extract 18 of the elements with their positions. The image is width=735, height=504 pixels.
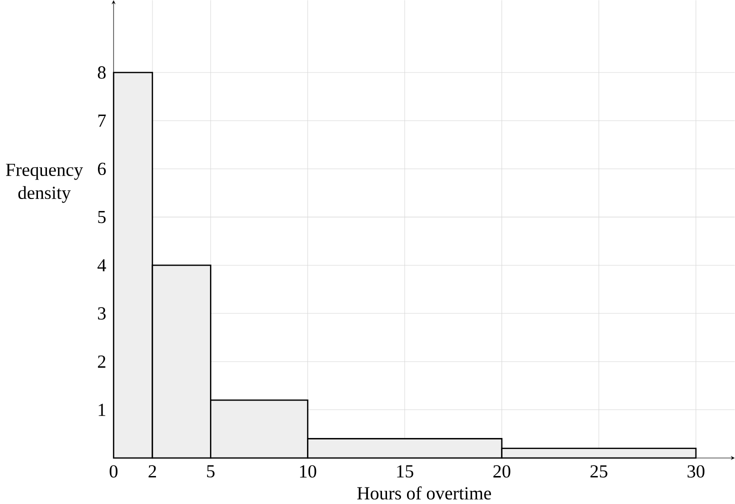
x-tick-label: 15 [397, 465, 414, 478]
y-tick-label: 1 [98, 404, 106, 416]
y-tick-label: 3 [98, 307, 106, 320]
x-tick-label: 2 [148, 465, 156, 478]
y-tick-label: 7 [98, 114, 106, 127]
y-tick-label: 2 [98, 356, 106, 368]
x-tick-label: 5 [207, 465, 215, 478]
x-tick-label: 20 [493, 465, 510, 478]
x-tick-label: 0 [110, 465, 118, 478]
y-tick-label: 5 [98, 211, 106, 224]
y-tick-label: 4 [98, 259, 106, 272]
x-tick-label: 25 [590, 465, 608, 478]
y-axis-title: Frequency density [6, 164, 83, 203]
y-tick-label: 6 [98, 162, 106, 176]
x-tick-label: 30 [688, 465, 704, 478]
x-axis-title: Hours of overtime [357, 486, 491, 500]
x-tick-label: 10 [300, 465, 316, 478]
y-tick-label: 8 [98, 66, 106, 79]
